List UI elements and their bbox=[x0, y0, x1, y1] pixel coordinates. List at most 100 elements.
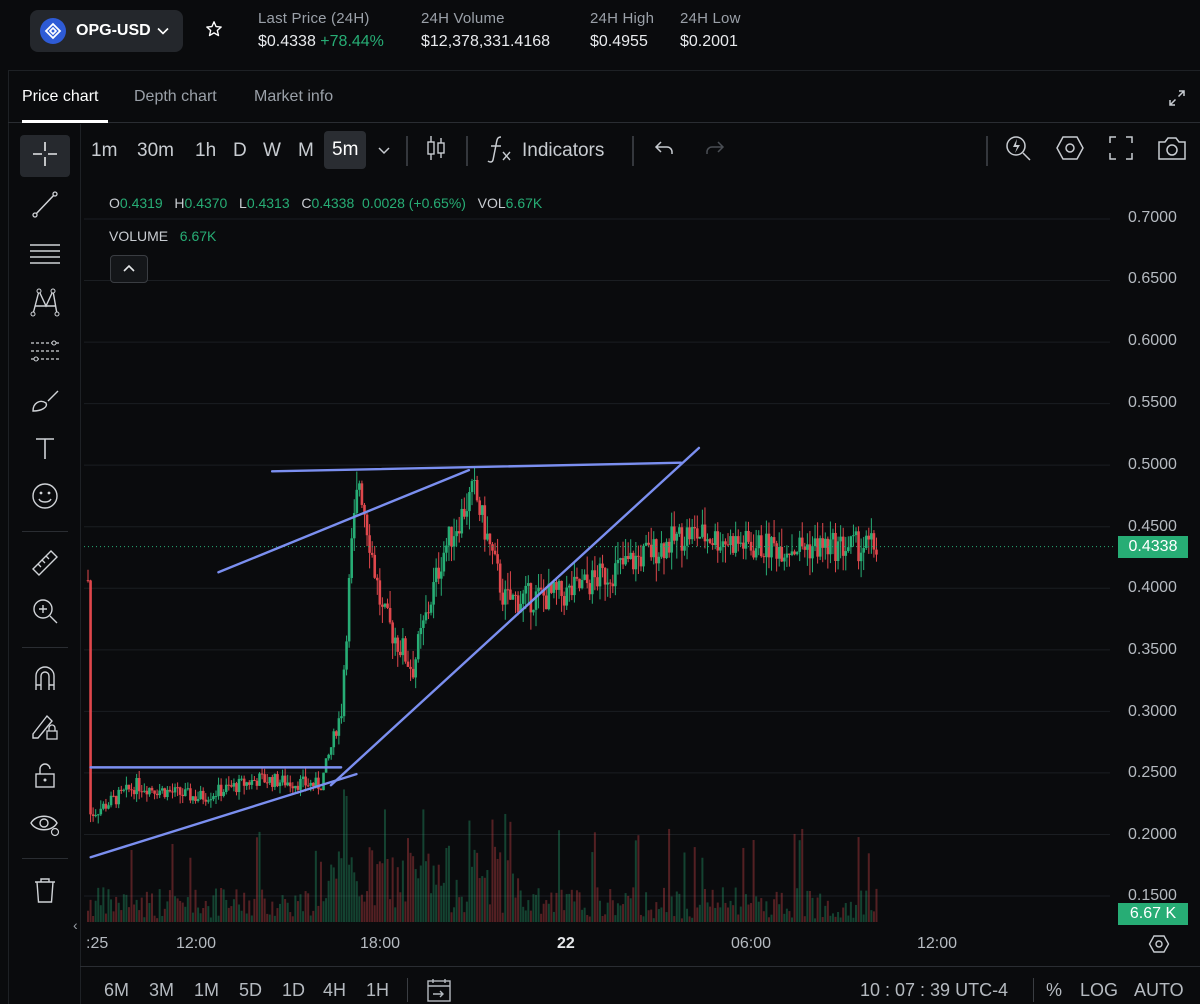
text-tool[interactable] bbox=[20, 429, 70, 471]
delete-drawings-tool[interactable] bbox=[20, 871, 70, 913]
tab-market-info[interactable]: Market info bbox=[254, 88, 334, 105]
candle-body bbox=[355, 489, 359, 514]
pair-selector-button[interactable]: OPG-USD bbox=[30, 10, 183, 52]
axis-settings-button[interactable] bbox=[1148, 934, 1170, 956]
auto-toggle[interactable]: AUTO bbox=[1134, 980, 1184, 1000]
candle-body bbox=[235, 783, 238, 793]
quick-search-button[interactable] bbox=[1004, 134, 1032, 168]
chart-type-button[interactable] bbox=[424, 134, 448, 168]
range-3m[interactable]: 3M bbox=[149, 980, 175, 1000]
candle-body bbox=[347, 577, 351, 642]
percent-toggle[interactable]: % bbox=[1046, 980, 1063, 1000]
interval-w[interactable]: W bbox=[263, 140, 281, 161]
collapse-legend-button[interactable] bbox=[110, 255, 148, 283]
indicators-button[interactable]: Indicators bbox=[486, 134, 604, 168]
settings-button[interactable] bbox=[1055, 134, 1085, 168]
interval-m[interactable]: M bbox=[298, 140, 314, 161]
volume-bar bbox=[872, 911, 875, 922]
volume-bar bbox=[414, 869, 417, 922]
candle-body bbox=[465, 511, 469, 517]
range-1h[interactable]: 1H bbox=[366, 980, 390, 1000]
volume-bar bbox=[447, 845, 450, 922]
interval-30m[interactable]: 30m bbox=[137, 140, 174, 161]
volume-label: VOLUME bbox=[109, 228, 169, 244]
candle-body bbox=[422, 620, 425, 628]
pattern-tool[interactable] bbox=[20, 283, 70, 325]
volume-bar bbox=[739, 906, 742, 922]
ruler-tool[interactable] bbox=[20, 544, 70, 586]
trendline-drawing bbox=[217, 468, 471, 574]
fullscreen-button[interactable] bbox=[1108, 134, 1134, 168]
undo-icon bbox=[652, 136, 676, 166]
time-tick: 18:00 bbox=[360, 935, 401, 952]
goto-date-button[interactable] bbox=[425, 977, 453, 1004]
unlock-tool[interactable] bbox=[20, 756, 70, 798]
volume-bar bbox=[204, 900, 207, 922]
clock-display[interactable]: 10 : 07 : 39 UTC-4 bbox=[860, 980, 1009, 1000]
low-label: L bbox=[239, 195, 247, 211]
fib-tool[interactable] bbox=[20, 332, 70, 374]
stat-label: Last Price (24H) bbox=[258, 10, 370, 27]
fib-icon bbox=[28, 336, 62, 371]
volume-bar bbox=[151, 893, 153, 922]
candle-body bbox=[335, 731, 338, 736]
candle-body bbox=[739, 542, 743, 544]
zoom-in-tool[interactable] bbox=[20, 592, 70, 634]
interval-5m-selected[interactable]: 5m bbox=[324, 131, 367, 169]
interval-1h[interactable]: 1h bbox=[195, 140, 217, 161]
candle-body bbox=[268, 777, 272, 783]
log-toggle[interactable]: LOG bbox=[1080, 980, 1119, 1000]
expand-icon[interactable] bbox=[1168, 89, 1186, 107]
horizontal-lines-tool[interactable] bbox=[20, 235, 70, 277]
volume-bar bbox=[826, 900, 829, 922]
token-logo-icon bbox=[40, 18, 66, 44]
screenshot-button[interactable] bbox=[1156, 134, 1188, 168]
interval-d[interactable]: D bbox=[233, 140, 247, 161]
volume-bar bbox=[181, 902, 184, 922]
volume-bar bbox=[581, 909, 584, 922]
interval-dropdown[interactable] bbox=[377, 134, 391, 168]
volume-bar bbox=[176, 898, 179, 922]
collapse-toolbar-icon[interactable]: ‹ bbox=[73, 917, 78, 933]
volume-bar bbox=[862, 914, 865, 922]
candle-body bbox=[634, 555, 638, 570]
range-4h[interactable]: 4H bbox=[323, 980, 347, 1000]
volume-bar bbox=[555, 892, 558, 922]
range-6m[interactable]: 6M bbox=[104, 980, 130, 1000]
candle-body bbox=[706, 539, 709, 542]
redo-button[interactable] bbox=[703, 134, 727, 168]
brush-tool[interactable] bbox=[20, 381, 70, 423]
tab-depth-chart[interactable]: Depth chart bbox=[134, 88, 217, 105]
range-5d[interactable]: 5D bbox=[239, 980, 263, 1000]
visibility-tool[interactable] bbox=[20, 804, 70, 846]
range-1d[interactable]: 1D bbox=[282, 980, 306, 1000]
crosshair-tool[interactable] bbox=[20, 135, 70, 177]
candle-body bbox=[501, 592, 505, 605]
emoji-tool[interactable] bbox=[20, 477, 70, 519]
candle-body bbox=[862, 548, 865, 553]
candle-body bbox=[795, 551, 799, 555]
candle-body bbox=[864, 535, 868, 549]
favorite-star-icon[interactable] bbox=[205, 20, 225, 42]
bottom-divider bbox=[80, 966, 1200, 967]
candle-body bbox=[560, 580, 563, 597]
candle-body bbox=[767, 533, 771, 558]
candle-body bbox=[532, 609, 535, 613]
range-1m[interactable]: 1M bbox=[194, 980, 220, 1000]
candle-body bbox=[629, 552, 633, 560]
candle-body bbox=[401, 638, 405, 656]
volume-bar bbox=[767, 917, 770, 922]
interval-1m[interactable]: 1m bbox=[91, 140, 118, 161]
volume-bar bbox=[573, 901, 576, 922]
tab-price-chart[interactable]: Price chart bbox=[22, 88, 99, 105]
volume-bar bbox=[532, 894, 535, 922]
volume-bar bbox=[634, 840, 637, 922]
undo-button[interactable] bbox=[652, 134, 676, 168]
candle-body bbox=[483, 505, 487, 540]
trendline-tool[interactable] bbox=[20, 185, 70, 227]
magnet-tool[interactable] bbox=[20, 659, 70, 701]
lock-drawings-tool[interactable] bbox=[20, 707, 70, 749]
candle-body bbox=[416, 634, 420, 660]
candle-body bbox=[524, 585, 528, 594]
